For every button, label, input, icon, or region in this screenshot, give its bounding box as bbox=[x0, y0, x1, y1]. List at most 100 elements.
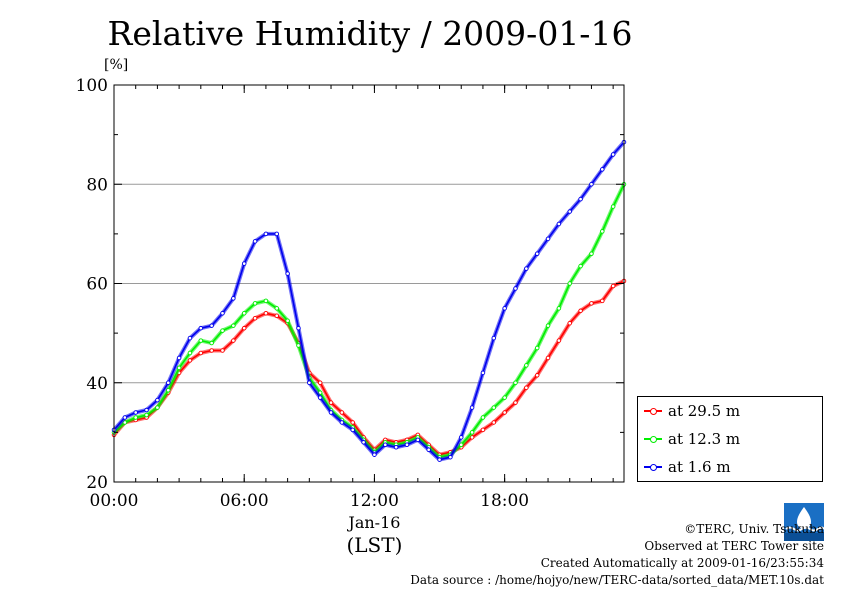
series-line bbox=[113, 141, 625, 461]
series-1 bbox=[111, 181, 627, 460]
data-point bbox=[144, 407, 149, 413]
data-point bbox=[241, 311, 247, 316]
data-point bbox=[252, 315, 258, 321]
data-point bbox=[241, 325, 247, 331]
data-point bbox=[317, 380, 323, 386]
data-point bbox=[176, 365, 182, 371]
data-point bbox=[220, 348, 225, 353]
data-point bbox=[317, 395, 323, 400]
data-point bbox=[176, 355, 182, 361]
data-point bbox=[252, 239, 258, 244]
data-point bbox=[426, 447, 431, 452]
data-point bbox=[393, 445, 399, 450]
y-tick-label: 60 bbox=[86, 275, 108, 295]
data-point bbox=[513, 380, 518, 386]
data-point bbox=[469, 430, 475, 435]
data-point bbox=[589, 181, 594, 187]
data-point bbox=[567, 281, 572, 286]
data-point bbox=[610, 152, 616, 157]
data-point bbox=[350, 427, 355, 433]
data-point bbox=[491, 420, 497, 425]
data-point bbox=[415, 437, 421, 443]
x-tick-label: 06:00 bbox=[220, 491, 269, 511]
data-point bbox=[241, 261, 247, 266]
data-point bbox=[231, 296, 236, 301]
chart-legend: at 29.5 m at 12.3 m at 1.6 m bbox=[637, 396, 823, 482]
x-tick-label: 00:00 bbox=[90, 491, 139, 511]
data-point bbox=[524, 385, 529, 390]
data-point bbox=[567, 209, 572, 214]
data-point bbox=[545, 323, 551, 328]
legend-entry: at 12.3 m bbox=[644, 429, 740, 449]
data-point bbox=[220, 328, 225, 333]
data-point bbox=[198, 338, 204, 343]
axis-ticks: 20 40 60 80 100 00:00 06:00 12:00 18:00 Jan-16(LS… bbox=[76, 76, 624, 557]
data-point bbox=[263, 311, 269, 316]
data-point bbox=[133, 415, 138, 420]
data-point bbox=[187, 335, 193, 341]
data-point bbox=[545, 355, 551, 361]
data-point bbox=[589, 301, 594, 306]
y-axis-unit-label: [%] bbox=[104, 57, 129, 73]
data-point bbox=[458, 435, 464, 440]
legend-swatch bbox=[644, 462, 662, 472]
data-point bbox=[502, 306, 507, 311]
data-point bbox=[361, 440, 366, 445]
data-point bbox=[198, 350, 204, 356]
data-point bbox=[502, 410, 507, 415]
data-point bbox=[600, 167, 605, 172]
data-point bbox=[480, 370, 486, 376]
data-point bbox=[469, 405, 475, 410]
data-point bbox=[209, 340, 214, 346]
data-point bbox=[524, 266, 529, 271]
data-point bbox=[545, 236, 551, 242]
data-point bbox=[187, 358, 193, 363]
data-point bbox=[502, 395, 507, 400]
data-point bbox=[187, 350, 193, 356]
series-halo bbox=[112, 183, 626, 460]
data-point bbox=[274, 313, 280, 319]
data-point bbox=[155, 397, 160, 403]
series-2 bbox=[111, 139, 627, 462]
legend-swatch bbox=[644, 406, 662, 416]
data-point bbox=[231, 323, 236, 328]
data-point bbox=[448, 454, 453, 460]
data-point bbox=[122, 415, 128, 420]
credit-copyright: ©TERC, Univ. Tsukuba bbox=[684, 522, 824, 536]
data-point bbox=[458, 442, 464, 448]
legend-label: at 29.5 m bbox=[668, 402, 741, 420]
data-point bbox=[556, 221, 562, 227]
data-point bbox=[578, 196, 583, 202]
data-point bbox=[285, 318, 290, 323]
series-line bbox=[113, 183, 625, 459]
data-point bbox=[209, 323, 214, 328]
data-point bbox=[534, 251, 540, 256]
data-point bbox=[263, 231, 269, 237]
series-lines bbox=[111, 139, 627, 462]
data-point bbox=[513, 400, 518, 405]
data-point bbox=[383, 442, 388, 448]
data-point bbox=[285, 271, 290, 276]
data-point bbox=[578, 308, 583, 314]
data-point bbox=[491, 405, 497, 410]
data-point bbox=[404, 442, 410, 448]
data-point bbox=[524, 363, 529, 368]
data-point bbox=[339, 410, 345, 415]
data-point bbox=[600, 298, 605, 304]
data-point bbox=[339, 420, 345, 425]
data-point bbox=[567, 320, 572, 326]
legend-entry: at 29.5 m bbox=[644, 401, 740, 421]
data-point bbox=[166, 387, 171, 393]
credit-observed: Observed at TERC Tower site bbox=[644, 539, 824, 553]
terc-logo-icon bbox=[784, 503, 824, 541]
series-halo bbox=[112, 279, 625, 457]
data-point bbox=[328, 400, 334, 405]
data-point bbox=[209, 348, 214, 353]
data-point bbox=[220, 311, 225, 316]
series-0 bbox=[111, 278, 627, 457]
data-point bbox=[166, 380, 171, 386]
legend-swatch bbox=[644, 434, 662, 444]
data-point bbox=[252, 301, 258, 306]
data-point bbox=[274, 306, 280, 311]
data-point bbox=[556, 306, 562, 311]
